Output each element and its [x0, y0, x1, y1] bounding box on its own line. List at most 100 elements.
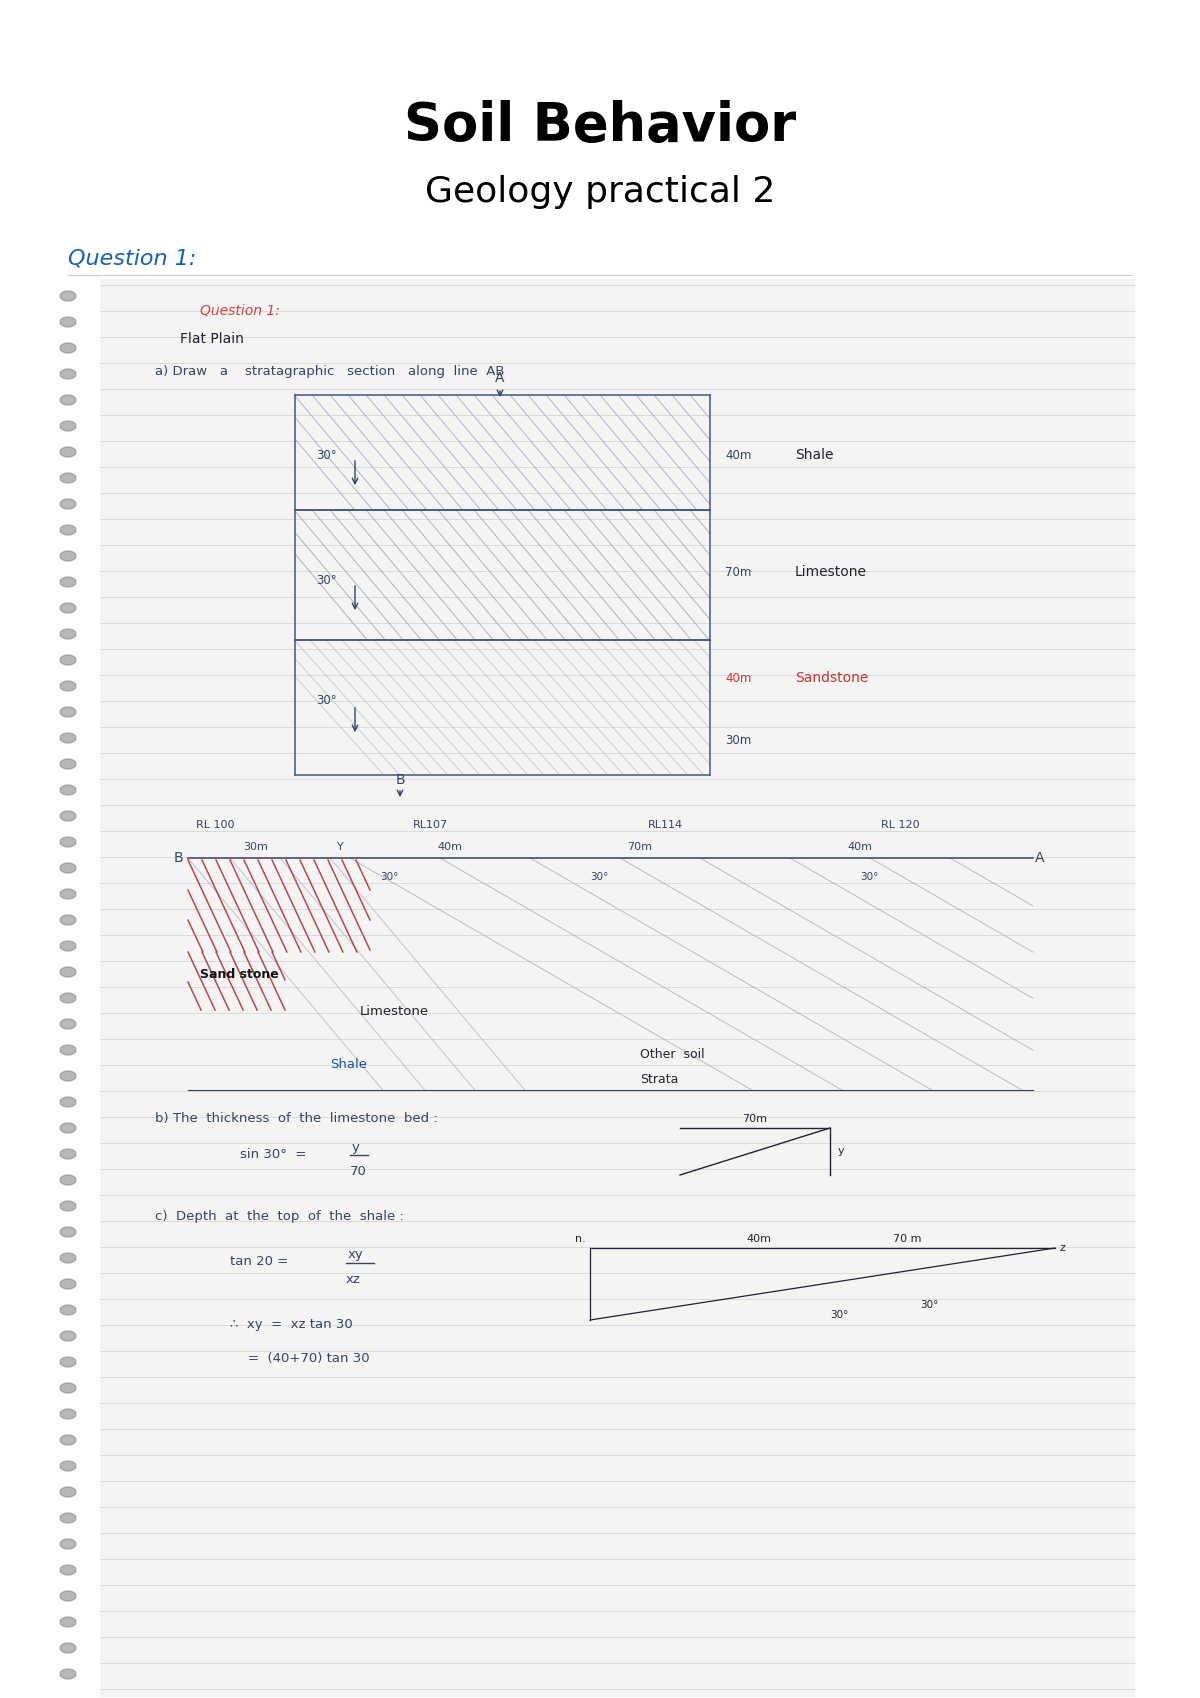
Polygon shape: [60, 421, 76, 431]
Polygon shape: [60, 784, 76, 795]
Polygon shape: [60, 1253, 76, 1263]
Polygon shape: [60, 1175, 76, 1185]
Polygon shape: [60, 396, 76, 406]
Polygon shape: [60, 655, 76, 666]
Text: 70m: 70m: [743, 1114, 768, 1124]
Text: 70m: 70m: [628, 842, 653, 852]
Bar: [100, 278, 1135, 1696]
Text: y: y: [838, 1146, 845, 1156]
Text: Shale: Shale: [796, 448, 834, 462]
Text: c)  Depth  at  the  top  of  the  shale :: c) Depth at the top of the shale :: [155, 1211, 404, 1223]
Text: Y: Y: [337, 842, 343, 852]
Text: Soil Behavior: Soil Behavior: [404, 100, 796, 153]
Polygon shape: [60, 577, 76, 588]
Polygon shape: [60, 1122, 76, 1133]
Polygon shape: [60, 1331, 76, 1341]
Text: 40m: 40m: [746, 1234, 772, 1245]
Text: 70: 70: [350, 1165, 367, 1178]
Text: Flat Plain: Flat Plain: [180, 333, 244, 346]
Text: n.: n.: [575, 1234, 586, 1245]
Polygon shape: [60, 474, 76, 482]
Polygon shape: [60, 499, 76, 509]
Polygon shape: [60, 603, 76, 613]
Polygon shape: [60, 1200, 76, 1211]
Polygon shape: [60, 1382, 76, 1392]
Text: RL107: RL107: [413, 820, 448, 830]
Polygon shape: [60, 837, 76, 847]
Polygon shape: [60, 1357, 76, 1367]
Polygon shape: [60, 966, 76, 976]
Text: z: z: [1060, 1243, 1066, 1253]
Text: xy: xy: [348, 1248, 364, 1262]
Polygon shape: [60, 368, 76, 379]
Text: 70m: 70m: [725, 565, 751, 579]
Polygon shape: [60, 734, 76, 744]
Text: 40m: 40m: [438, 842, 462, 852]
Polygon shape: [60, 628, 76, 638]
Text: Limestone: Limestone: [796, 565, 866, 579]
Polygon shape: [60, 1591, 76, 1601]
Polygon shape: [60, 759, 76, 769]
Text: 30°: 30°: [590, 873, 608, 881]
Text: B: B: [173, 851, 182, 864]
Text: Strata: Strata: [640, 1073, 678, 1087]
Text: 30m: 30m: [725, 734, 751, 747]
Polygon shape: [60, 525, 76, 535]
Polygon shape: [60, 1150, 76, 1160]
Text: 30°: 30°: [860, 873, 878, 881]
Polygon shape: [60, 993, 76, 1004]
Text: a) Draw   a    stratagraphic   section   along  line  AB: a) Draw a stratagraphic section along li…: [155, 365, 504, 379]
Text: 30m: 30m: [244, 842, 269, 852]
Polygon shape: [60, 1409, 76, 1420]
Polygon shape: [60, 552, 76, 560]
Text: Sand stone: Sand stone: [200, 968, 278, 981]
Text: =  (40+70) tan 30: = (40+70) tan 30: [248, 1352, 370, 1365]
Text: RL114: RL114: [648, 820, 683, 830]
Polygon shape: [60, 1616, 76, 1627]
Polygon shape: [60, 1460, 76, 1470]
Polygon shape: [60, 1228, 76, 1238]
Polygon shape: [60, 1435, 76, 1445]
Text: tan 20 =: tan 20 =: [230, 1255, 288, 1268]
Text: 30°: 30°: [316, 574, 337, 586]
Text: Limestone: Limestone: [360, 1005, 430, 1019]
Text: Question 1:: Question 1:: [68, 248, 197, 268]
Text: y: y: [352, 1141, 360, 1155]
Polygon shape: [60, 1644, 76, 1652]
Text: 40m: 40m: [847, 842, 872, 852]
Text: 30°: 30°: [830, 1309, 848, 1319]
Polygon shape: [60, 1044, 76, 1054]
Polygon shape: [60, 1669, 76, 1679]
Polygon shape: [60, 1566, 76, 1576]
Text: A: A: [496, 370, 505, 385]
Text: RL 100: RL 100: [196, 820, 234, 830]
Text: Geology practical 2: Geology practical 2: [425, 175, 775, 209]
Polygon shape: [60, 1097, 76, 1107]
Text: xz: xz: [346, 1274, 361, 1285]
Text: Other  soil: Other soil: [640, 1048, 704, 1061]
Text: Sandstone: Sandstone: [796, 671, 869, 684]
Polygon shape: [60, 1513, 76, 1523]
Text: 40m: 40m: [725, 671, 751, 684]
Polygon shape: [60, 890, 76, 898]
Polygon shape: [60, 863, 76, 873]
Text: RL 120: RL 120: [881, 820, 919, 830]
Polygon shape: [60, 1279, 76, 1289]
Text: 40m: 40m: [725, 448, 751, 462]
Polygon shape: [60, 290, 76, 301]
Text: 30°: 30°: [316, 693, 337, 706]
Polygon shape: [60, 941, 76, 951]
Polygon shape: [60, 812, 76, 822]
Polygon shape: [60, 318, 76, 328]
Polygon shape: [60, 1487, 76, 1498]
Text: Shale: Shale: [330, 1058, 367, 1071]
Text: 30°: 30°: [920, 1301, 938, 1309]
Polygon shape: [60, 343, 76, 353]
Polygon shape: [60, 706, 76, 717]
Polygon shape: [60, 1071, 76, 1082]
Polygon shape: [60, 1019, 76, 1029]
Text: 30°: 30°: [380, 873, 398, 881]
Polygon shape: [60, 1538, 76, 1549]
Text: B: B: [395, 773, 404, 786]
Text: 70 m: 70 m: [893, 1234, 922, 1245]
